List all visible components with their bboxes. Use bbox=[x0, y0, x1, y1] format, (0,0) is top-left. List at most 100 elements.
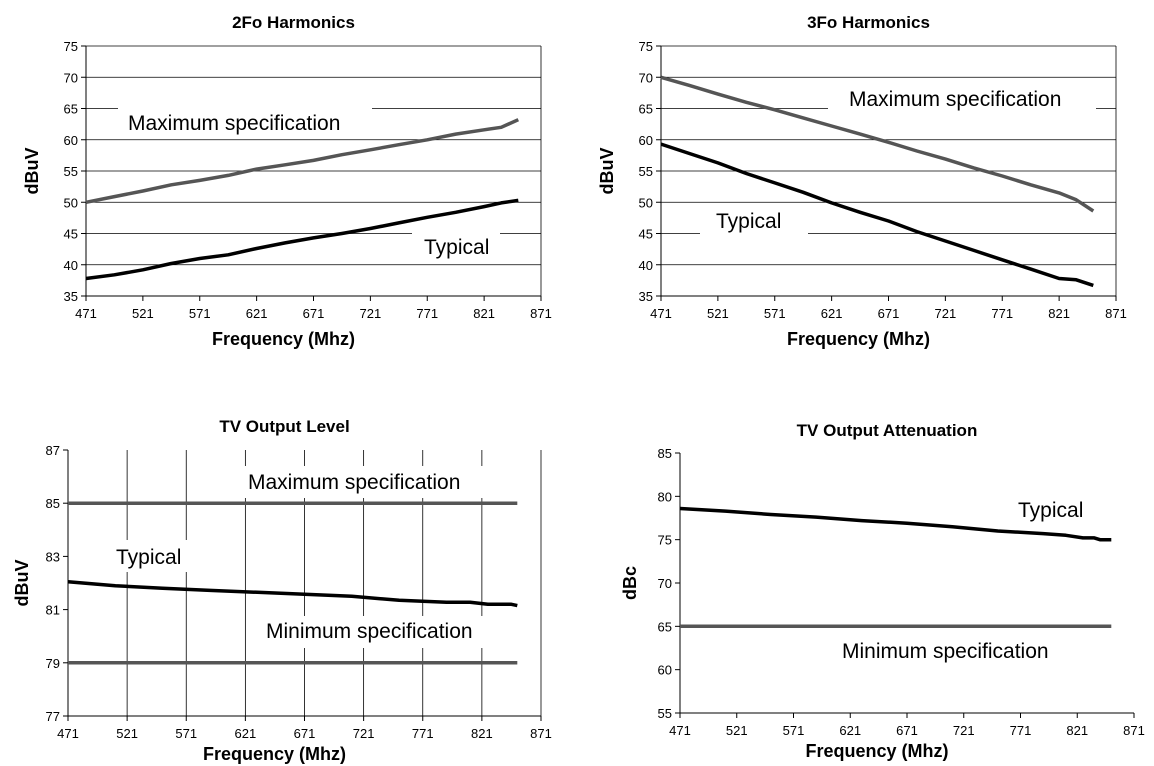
x-tick-label: 671 bbox=[303, 306, 325, 321]
x-tick-label: 621 bbox=[235, 726, 257, 741]
annotation-bg bbox=[412, 230, 500, 262]
x-tick-label: 721 bbox=[953, 723, 975, 738]
series-annotation: Maximum specification bbox=[248, 471, 460, 494]
chart-2: 35 40 45 50 55 60 65 70 75 471 521 571 621 671 721 771 8… bbox=[597, 13, 1127, 349]
y-axis-label: dBuV bbox=[22, 148, 42, 195]
y-tick-label: 85 bbox=[46, 496, 60, 511]
x-tick-label: 471 bbox=[650, 306, 672, 321]
annotation-bg bbox=[828, 80, 1096, 112]
y-tick-label: 50 bbox=[64, 195, 78, 210]
x-tick-label: 521 bbox=[132, 306, 154, 321]
x-tick-label: 471 bbox=[75, 306, 97, 321]
y-tick-label: 65 bbox=[64, 102, 78, 117]
y-tick-label: 81 bbox=[46, 603, 60, 618]
y-tick-label: 60 bbox=[64, 133, 78, 148]
annotation-bg bbox=[822, 634, 1100, 666]
annotation-bg bbox=[700, 204, 808, 236]
chart-1: 35 40 45 50 55 60 65 70 75 471 521 571 621 671 721 771 8… bbox=[22, 13, 552, 349]
annotation-bg bbox=[118, 106, 372, 138]
series-line-2 bbox=[67, 579, 518, 608]
y-tick-label: 55 bbox=[639, 164, 653, 179]
x-tick-label: 471 bbox=[57, 726, 79, 741]
annotation-bg bbox=[256, 616, 504, 648]
y-tick-label: 55 bbox=[658, 706, 672, 721]
x-tick-label: 771 bbox=[412, 726, 434, 741]
x-tick-label: 771 bbox=[416, 306, 438, 321]
series-line-1 bbox=[679, 506, 1112, 542]
x-tick-label: 571 bbox=[189, 306, 211, 321]
series-line-2 bbox=[660, 142, 1094, 288]
y-tick-label: 35 bbox=[639, 289, 653, 304]
x-axis-label: Frequency (Mhz) bbox=[787, 329, 930, 349]
annotation-bg bbox=[1004, 494, 1104, 526]
y-tick-label: 60 bbox=[658, 663, 672, 678]
chart-title: 3Fo Harmonics bbox=[807, 13, 930, 32]
y-tick-label: 40 bbox=[64, 258, 78, 273]
x-tick-label: 871 bbox=[530, 306, 552, 321]
x-tick-label: 821 bbox=[1048, 306, 1070, 321]
y-tick-label: 35 bbox=[64, 289, 78, 304]
x-tick-label: 471 bbox=[669, 723, 691, 738]
x-tick-label: 721 bbox=[935, 306, 957, 321]
y-tick-label: 75 bbox=[658, 533, 672, 548]
x-tick-label: 521 bbox=[116, 726, 138, 741]
x-tick-label: 871 bbox=[530, 726, 552, 741]
y-tick-label: 83 bbox=[46, 549, 60, 564]
y-tick-label: 79 bbox=[46, 656, 60, 671]
x-axis-label: Frequency (Mhz) bbox=[805, 741, 948, 761]
series-annotation: Typical bbox=[424, 236, 489, 259]
annotation-bg bbox=[236, 466, 492, 498]
chart-title: TV Output Level bbox=[219, 417, 349, 436]
series-annotation: Maximum specification bbox=[128, 112, 340, 135]
x-tick-label: 521 bbox=[707, 306, 729, 321]
y-tick-label: 77 bbox=[46, 709, 60, 724]
x-tick-label: 821 bbox=[473, 306, 495, 321]
y-tick-label: 50 bbox=[639, 195, 653, 210]
series-line-1 bbox=[660, 75, 1095, 213]
x-tick-label: 671 bbox=[294, 726, 316, 741]
series-line-1 bbox=[85, 118, 520, 205]
y-axis-label: dBc bbox=[620, 566, 640, 600]
y-tick-label: 85 bbox=[658, 446, 672, 461]
y-tick-label: 55 bbox=[64, 164, 78, 179]
x-tick-label: 571 bbox=[175, 726, 197, 741]
y-tick-label: 75 bbox=[64, 39, 78, 54]
series-annotation: Maximum specification bbox=[849, 88, 1061, 111]
x-tick-label: 621 bbox=[821, 306, 843, 321]
x-tick-label: 821 bbox=[471, 726, 493, 741]
y-axis-label: dBuV bbox=[597, 148, 617, 195]
x-tick-label: 521 bbox=[726, 723, 748, 738]
x-axis-label: Frequency (Mhz) bbox=[212, 329, 355, 349]
series-line-2 bbox=[85, 198, 519, 281]
y-tick-label: 70 bbox=[658, 576, 672, 591]
series-annotation: Typical bbox=[1018, 499, 1083, 522]
series-annotation: Typical bbox=[116, 546, 181, 569]
y-tick-label: 45 bbox=[639, 227, 653, 242]
x-tick-label: 771 bbox=[991, 306, 1013, 321]
y-tick-label: 40 bbox=[639, 258, 653, 273]
y-axis-label: dBuV bbox=[12, 560, 32, 607]
y-tick-label: 65 bbox=[658, 619, 672, 634]
x-tick-label: 721 bbox=[353, 726, 375, 741]
x-tick-label: 671 bbox=[896, 723, 918, 738]
x-tick-label: 821 bbox=[1066, 723, 1088, 738]
x-tick-label: 721 bbox=[360, 306, 382, 321]
series-annotation: Minimum specification bbox=[266, 620, 473, 643]
x-tick-label: 671 bbox=[878, 306, 900, 321]
x-tick-label: 621 bbox=[246, 306, 268, 321]
chart-title: TV Output Attenuation bbox=[797, 421, 978, 440]
chart-3: 77 79 81 83 85 87 471 521 571 621 671 721 771 821 871 M… bbox=[12, 417, 552, 764]
y-tick-label: 87 bbox=[46, 443, 60, 458]
y-tick-label: 80 bbox=[658, 489, 672, 504]
x-tick-label: 571 bbox=[764, 306, 786, 321]
series-annotation: Typical bbox=[716, 210, 781, 233]
x-tick-label: 571 bbox=[783, 723, 805, 738]
annotation-bg bbox=[104, 540, 200, 572]
x-axis-label: Frequency (Mhz) bbox=[203, 744, 346, 764]
chart-4: 55 60 65 70 75 80 85 471 521 571 621 671 721 771 821 87… bbox=[620, 421, 1145, 761]
y-tick-label: 75 bbox=[639, 39, 653, 54]
y-tick-label: 65 bbox=[639, 102, 653, 117]
y-tick-label: 45 bbox=[64, 227, 78, 242]
x-tick-label: 621 bbox=[839, 723, 861, 738]
